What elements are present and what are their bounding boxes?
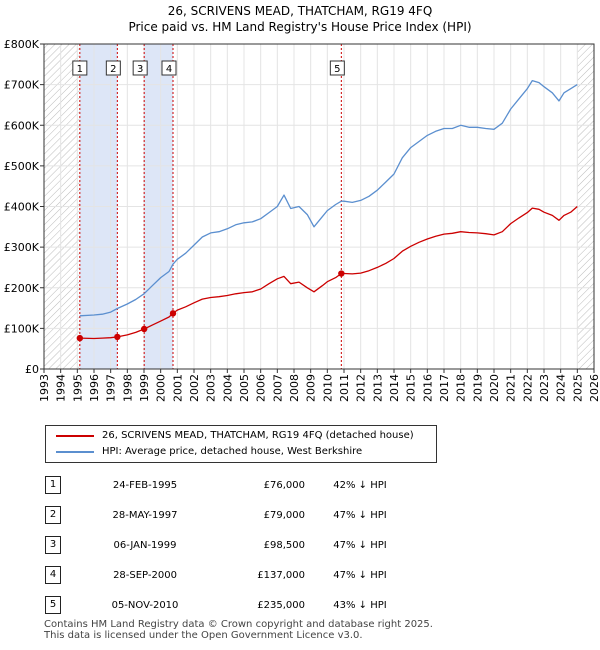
sale-date: 06-JAN-1999 [113,539,177,551]
y-tick-label: £300K [4,241,40,254]
x-tick-label: 2015 [405,374,418,402]
sale-number-badge: 5 [45,596,61,614]
table-row: 5 05-NOV-2010 £235,000 43% ↓ HPI [45,590,415,620]
sale-point [338,270,345,277]
sale-label-box [105,60,121,76]
table-row: 4 28-SEP-2000 £137,000 47% ↓ HPI [45,560,415,590]
sale-label-text: 5 [334,64,340,75]
sale-point [114,333,121,341]
footer-note: Contains HM Land Registry data © Crown c… [44,619,433,641]
x-tick-label: 2000 [155,374,168,402]
x-tick-label: 2012 [355,374,368,402]
sale-label-box [132,60,148,76]
y-tick-label: £400K [4,201,40,214]
x-tick-label: 1997 [105,374,118,402]
sale-price: £235,000 [257,599,305,611]
sale-label-box [161,60,177,76]
table-row: 2 28-MAY-1997 £79,000 47% ↓ HPI [45,500,415,530]
y-tick-label: £500K [4,160,40,173]
sale-date: 05-NOV-2010 [111,599,179,611]
sale-price: £98,500 [263,539,305,551]
x-tick-label: 2021 [505,374,518,402]
sale-label-box [329,60,345,76]
sale-price: £137,000 [257,569,305,581]
x-tick-label: 2022 [521,374,534,402]
x-tick-label: 1999 [138,374,151,402]
legend-swatch-hpi [56,451,94,453]
sale-point [140,325,148,333]
x-tick-label: 2008 [288,374,301,402]
sale-label-text: 2 [110,64,116,75]
legend-label-hpi: HPI: Average price, detached house, West… [102,446,363,457]
sale-number-badge: 3 [45,536,61,554]
hpi-series-line [79,79,578,317]
y-tick-label: £800K [4,38,40,51]
x-tick-label: 1995 [71,374,84,402]
x-tick-label: 2014 [388,374,401,402]
sale-label-text: 4 [166,64,172,75]
legend-label-property: 26, SCRIVENS MEAD, THATCHAM, RG19 4FQ (d… [102,430,414,441]
footer-copyright: Contains HM Land Registry data © Crown c… [44,619,433,630]
sale-date: 28-SEP-2000 [113,569,177,581]
chart-title: 26, SCRIVENS MEAD, THATCHAM, RG19 4FQ [167,4,433,18]
sale-hpi-diff: 42% ↓ HPI [333,479,387,491]
legend-swatch-property [56,435,94,437]
x-tick-label: 2010 [321,374,334,402]
y-tick-label: £0 [25,363,39,376]
sale-date: 24-FEB-1995 [112,479,178,491]
sales-table: 1 24-FEB-1995 £76,000 42% ↓ HPI 2 28-MAY… [45,470,415,620]
sale-number-badge: 4 [45,566,61,584]
x-tick-label: 2011 [338,374,351,402]
x-tick-label: 1996 [88,374,101,402]
y-tick-label: £200K [4,282,40,295]
sale-number-badge: 1 [45,476,61,494]
x-tick-label: 1994 [55,374,68,402]
x-tick-label: 2026 [588,374,600,402]
x-tick-label: 2023 [538,374,551,402]
x-tick-label: 2024 [555,374,568,402]
x-tick-label: 2004 [221,374,234,402]
x-tick-label: 1993 [38,374,51,402]
sale-label-text: 3 [137,64,143,75]
table-row: 3 06-JAN-1999 £98,500 47% ↓ HPI [45,530,415,560]
x-tick-label: 2003 [205,374,218,402]
x-tick-label: 2019 [471,374,484,402]
x-tick-label: 2006 [255,374,268,402]
x-tick-label: 2009 [305,374,318,402]
x-tick-label: 1998 [121,374,134,402]
sale-hpi-diff: 43% ↓ HPI [333,599,387,611]
sale-hpi-diff: 47% ↓ HPI [333,569,387,581]
sale-point [76,334,84,342]
x-tick-label: 2002 [188,374,201,402]
table-row: 1 24-FEB-1995 £76,000 42% ↓ HPI [45,470,415,500]
plot-frame [43,43,595,370]
y-tick-label: £700K [4,79,40,92]
x-tick-label: 2025 [571,374,584,402]
x-tick-label: 2018 [455,374,468,402]
footer-licence: This data is licensed under the Open Gov… [44,630,363,641]
sale-label-text: 1 [77,64,83,75]
x-tick-label: 2020 [488,374,501,402]
x-tick-label: 2005 [238,374,251,402]
chart-subtitle: Price paid vs. HM Land Registry's House … [128,20,472,34]
x-tick-label: 2016 [421,374,434,402]
x-tick-label: 2001 [171,374,184,402]
y-tick-label: £600K [4,119,40,132]
sale-price: £76,000 [263,479,305,491]
sale-label-box [72,60,88,76]
sale-hpi-diff: 47% ↓ HPI [333,509,387,521]
sale-point [169,310,177,317]
sale-date: 28-MAY-1997 [112,509,178,521]
x-tick-label: 2013 [371,374,384,402]
sale-price: £79,000 [263,509,305,521]
y-tick-label: £100K [4,322,40,335]
sale-number-badge: 2 [45,506,61,524]
x-tick-label: 2007 [271,374,284,402]
x-tick-label: 2017 [438,374,451,402]
sale-hpi-diff: 47% ↓ HPI [333,539,387,551]
legend: 26, SCRIVENS MEAD, THATCHAM, RG19 4FQ (d… [45,425,437,463]
